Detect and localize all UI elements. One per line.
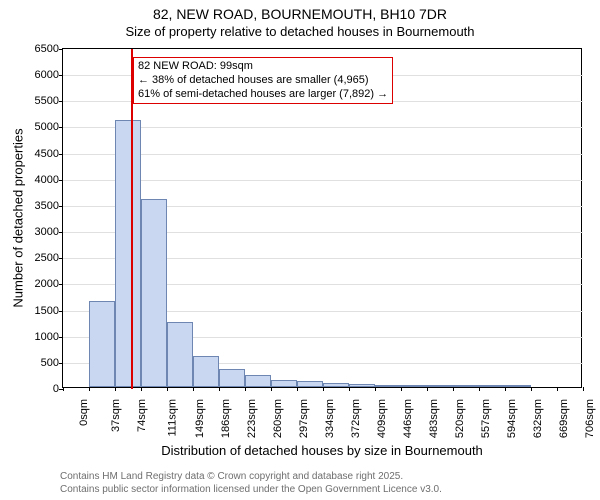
x-tick-mark [557, 387, 558, 391]
x-tick-mark [531, 387, 532, 391]
x-tick-label: 706sqm [584, 399, 596, 438]
histogram-bar [89, 301, 115, 387]
x-tick-mark [401, 387, 402, 391]
x-tick-mark [219, 387, 220, 391]
y-tick-label: 2000 [35, 278, 63, 290]
callout-line-2: ← 38% of detached houses are smaller (4,… [138, 74, 388, 88]
x-tick-label: 409sqm [376, 399, 388, 438]
x-tick-label: 74sqm [136, 399, 148, 432]
x-tick-mark [89, 387, 90, 391]
y-tick-label: 500 [41, 357, 63, 369]
y-grid-line [63, 127, 583, 128]
x-tick-mark [453, 387, 454, 391]
y-tick-label: 3000 [35, 226, 63, 238]
x-tick-label: 372sqm [350, 399, 362, 438]
x-tick-mark [297, 387, 298, 391]
footer-line-2: Contains public sector information licen… [60, 483, 442, 496]
y-tick-label: 5500 [35, 95, 63, 107]
attribution-footer: Contains HM Land Registry data © Crown c… [60, 470, 442, 496]
x-tick-mark [427, 387, 428, 391]
x-tick-label: 334sqm [324, 399, 336, 438]
x-tick-mark [245, 387, 246, 391]
histogram-bar [401, 385, 427, 387]
footer-line-1: Contains HM Land Registry data © Crown c… [60, 470, 442, 483]
histogram-bar [427, 385, 453, 387]
histogram-bar [297, 381, 324, 387]
histogram-bar [453, 385, 479, 387]
histogram-bar [479, 385, 506, 387]
x-tick-mark [479, 387, 480, 391]
y-grid-line [63, 154, 583, 155]
histogram-bar [323, 383, 349, 387]
y-tick-label: 2500 [35, 252, 63, 264]
y-tick-label: 1500 [35, 305, 63, 317]
x-tick-mark [349, 387, 350, 391]
histogram-bar [141, 199, 168, 387]
x-tick-label: 297sqm [298, 399, 310, 438]
histogram-bar [115, 120, 141, 387]
x-tick-label: 669sqm [558, 399, 570, 438]
x-tick-label: 186sqm [220, 399, 232, 438]
chart-title: 82, NEW ROAD, BOURNEMOUTH, BH10 7DR Size… [0, 0, 600, 39]
x-tick-mark [271, 387, 272, 391]
histogram-bar [271, 380, 297, 387]
x-tick-mark [583, 387, 584, 391]
y-tick-label: 4000 [35, 174, 63, 186]
x-tick-label: 594sqm [506, 399, 518, 438]
x-axis-label: Distribution of detached houses by size … [161, 443, 483, 458]
x-tick-label: 520sqm [454, 399, 466, 438]
x-tick-label: 446sqm [402, 399, 414, 438]
histogram-bar [219, 369, 245, 387]
x-tick-mark [141, 387, 142, 391]
x-tick-mark [375, 387, 376, 391]
x-tick-mark [505, 387, 506, 391]
y-tick-label: 3500 [35, 200, 63, 212]
y-grid-line [63, 180, 583, 181]
x-tick-label: 37sqm [110, 399, 122, 432]
x-tick-label: 483sqm [428, 399, 440, 438]
histogram-bar [375, 385, 401, 387]
callout-line-1: 82 NEW ROAD: 99sqm [138, 60, 388, 74]
title-line-1: 82, NEW ROAD, BOURNEMOUTH, BH10 7DR [0, 6, 600, 22]
x-tick-mark [167, 387, 168, 391]
x-tick-mark [323, 387, 324, 391]
y-tick-label: 4500 [35, 148, 63, 160]
x-tick-mark [193, 387, 194, 391]
callout-box: 82 NEW ROAD: 99sqm← 38% of detached hous… [133, 57, 393, 104]
x-tick-label: 223sqm [246, 399, 258, 438]
histogram-bar [349, 384, 375, 387]
x-tick-label: 557sqm [480, 399, 492, 438]
x-tick-label: 149sqm [194, 399, 206, 438]
y-tick-label: 6000 [35, 69, 63, 81]
callout-line-3: 61% of semi-detached houses are larger (… [138, 88, 388, 102]
histogram-bar [505, 385, 531, 387]
x-tick-label: 111sqm [166, 399, 178, 437]
title-line-2: Size of property relative to detached ho… [0, 24, 600, 39]
x-tick-label: 0sqm [78, 399, 90, 426]
histogram-bar [167, 322, 193, 387]
y-tick-label: 1000 [35, 331, 63, 343]
plot-area: 0500100015002000250030003500400045005000… [62, 48, 582, 388]
y-tick-label: 0 [53, 383, 63, 395]
y-axis-label: Number of detached properties [11, 128, 26, 307]
histogram-bar [193, 356, 219, 387]
y-tick-label: 6500 [35, 43, 63, 55]
x-tick-label: 632sqm [532, 399, 544, 438]
x-tick-mark [63, 387, 64, 391]
x-tick-mark [115, 387, 116, 391]
histogram-bar [245, 375, 271, 387]
y-tick-label: 5000 [35, 121, 63, 133]
x-tick-label: 260sqm [272, 399, 284, 438]
